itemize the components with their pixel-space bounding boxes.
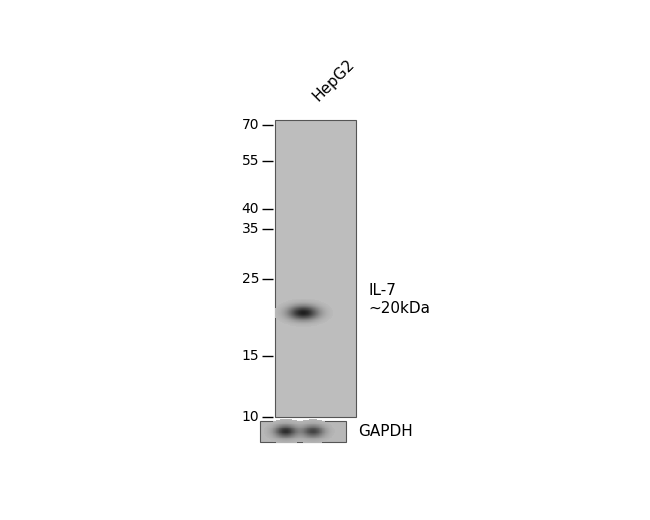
Bar bbox=[260, 421, 346, 442]
Text: ~20kDa: ~20kDa bbox=[369, 301, 430, 316]
Text: 70: 70 bbox=[242, 118, 259, 132]
Text: 55: 55 bbox=[242, 154, 259, 168]
Text: 15: 15 bbox=[241, 349, 259, 363]
Text: HepG2: HepG2 bbox=[310, 57, 358, 105]
Text: IL-7: IL-7 bbox=[369, 283, 396, 298]
Text: GAPDH: GAPDH bbox=[358, 424, 413, 439]
Bar bbox=[275, 121, 356, 417]
Text: 10: 10 bbox=[241, 410, 259, 424]
Text: 35: 35 bbox=[242, 222, 259, 236]
Text: 40: 40 bbox=[242, 202, 259, 216]
Text: 25: 25 bbox=[242, 272, 259, 286]
